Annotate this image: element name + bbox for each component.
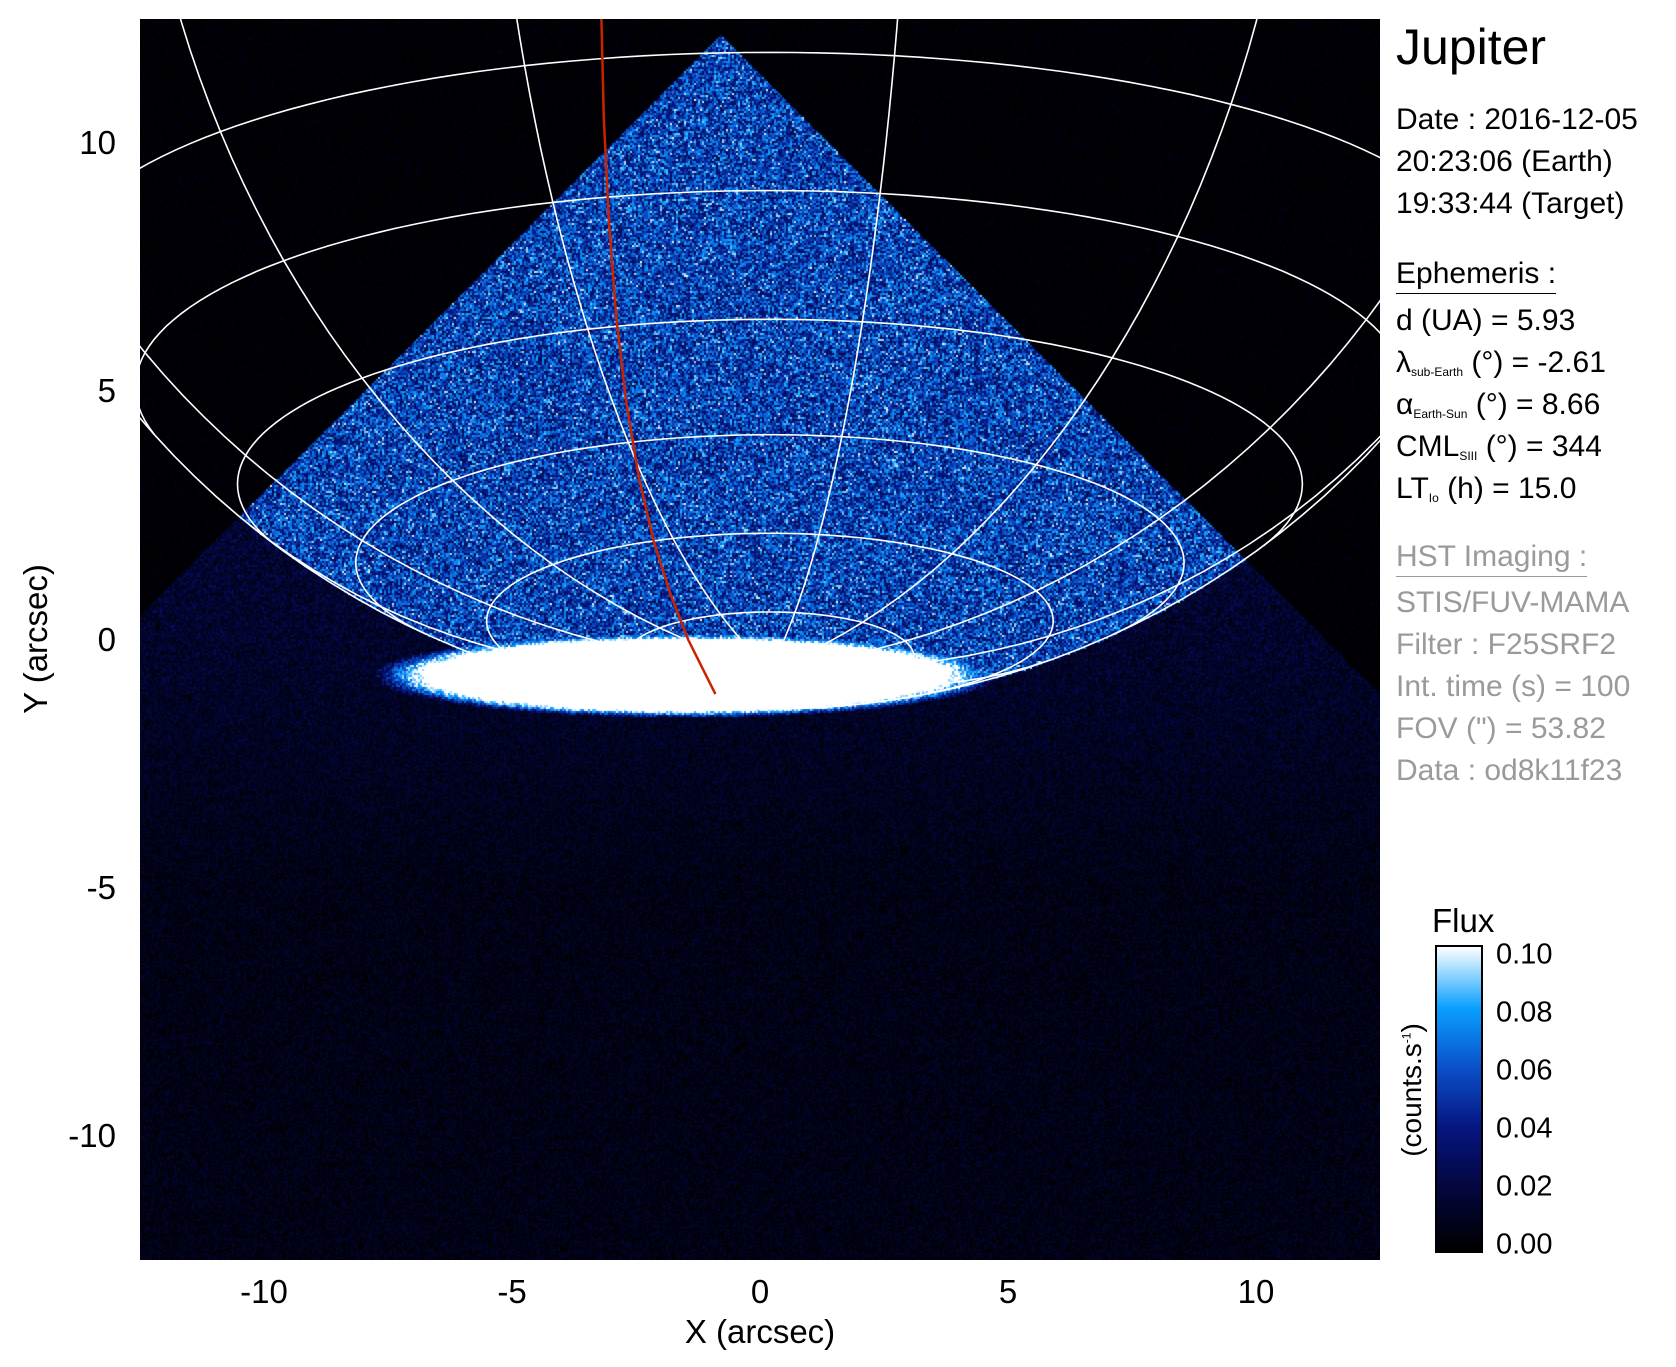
x-tick-label: 5 (998, 1273, 1018, 1310)
integration-time-text: Int. time (s) = 100 (1396, 670, 1631, 703)
y-tick-label: 5 (97, 372, 116, 410)
y-axis-label: Y (arcsec) (17, 564, 54, 714)
longitude-line (769, 660, 1049, 687)
longitude-line (769, 667, 858, 705)
colorbar (1435, 945, 1483, 1253)
phase-angle: αEarth-Sun (°) = 8.66 (1396, 388, 1601, 421)
longitude-line (769, 19, 1258, 670)
x-tick-label: -5 (497, 1273, 527, 1310)
y-tick-label: 0 (97, 620, 116, 658)
y-tick-label: -5 (86, 868, 116, 906)
colorbar-tick-label: 0.00 (1496, 1228, 1553, 1261)
longitude-line (769, 299, 1380, 670)
colorbar-unit: (counts.s-1) (1396, 1023, 1427, 1157)
longitude-line (769, 435, 1380, 671)
fov-text: FOV (") = 53.82 (1396, 712, 1606, 745)
longitude-line (725, 667, 771, 709)
latitude-line (140, 19, 1380, 175)
latitude-line (140, 189, 1380, 435)
planet-title: Jupiter (1396, 19, 1547, 75)
planet-limb (140, 416, 1380, 710)
colorbar-tick-label: 0.08 (1496, 996, 1553, 1029)
sub-earth-latitude: λsub-Earth (°) = -2.61 (1396, 346, 1606, 379)
x-tick-label: -10 (240, 1273, 288, 1310)
flux-image (140, 19, 1380, 1260)
longitude-line (516, 19, 771, 669)
ephemeris-header: Ephemeris : (1396, 257, 1557, 294)
central-meridian-longitude: CMLSIII (°) = 344 (1396, 430, 1602, 463)
footprint-track-line (600, 19, 717, 695)
colorbar-tick-label: 0.02 (1496, 1170, 1553, 1203)
x-tick-label: 10 (1237, 1273, 1275, 1310)
latitude-line (354, 433, 1185, 636)
hst-header: HST Imaging : (1396, 540, 1588, 577)
longitude-line (179, 19, 771, 670)
y-tick-label: -10 (68, 1116, 116, 1154)
colorbar-tick-label: 0.06 (1496, 1054, 1553, 1087)
earth-time-text: 20:23:06 (Earth) (1396, 145, 1613, 178)
y-tick-label: 10 (79, 124, 116, 162)
x-tick-label: 0 (750, 1273, 770, 1310)
planet-grid-overlay (140, 19, 1380, 710)
colorbar-title: Flux (1432, 902, 1495, 939)
instrument-text: STIS/FUV-MAMA (1396, 586, 1630, 619)
colorbar-tick-label: 0.10 (1496, 938, 1553, 971)
latitude-line (236, 318, 1304, 547)
io-local-time: LTIo (h) = 15.0 (1396, 472, 1577, 505)
date-text: Date : 2016-12-05 (1396, 103, 1638, 136)
filter-text: Filter : F25SRF2 (1396, 628, 1617, 661)
target-time-text: 19:33:44 (Target) (1396, 187, 1625, 220)
longitude-line (140, 345, 770, 670)
x-axis-label: X (arcsec) (684, 1313, 836, 1350)
latitude-line (625, 611, 915, 702)
distance-text: d (UA) = 5.93 (1396, 304, 1576, 337)
latitude-line (140, 19, 1380, 26)
latitude-line (140, 51, 1380, 170)
longitude-line (570, 667, 771, 694)
image-plot-area (140, 19, 1380, 1260)
colorbar-tick-label: 0.04 (1496, 1112, 1553, 1145)
longitude-line (769, 19, 899, 669)
longitude-line (248, 523, 770, 675)
dataset-text: Data : od8k11f23 (1396, 754, 1623, 787)
latitude-line (485, 532, 1055, 699)
